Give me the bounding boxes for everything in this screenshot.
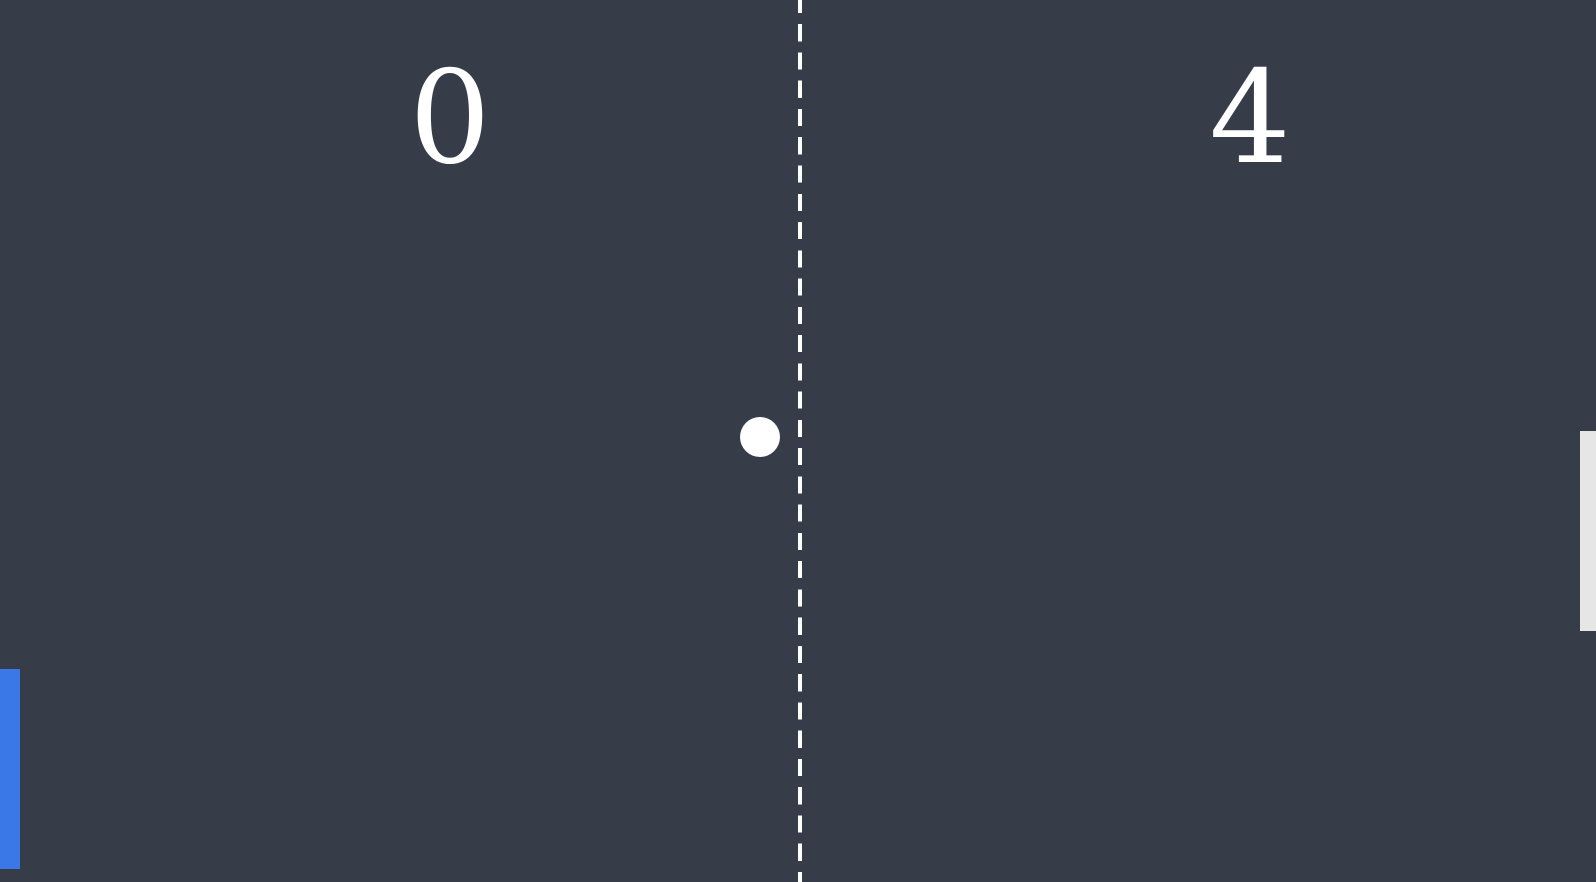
left-paddle[interactable] [0,669,20,869]
right-player-score: 4 [1209,44,1291,193]
center-net [798,0,802,882]
left-player-score: 0 [409,44,491,193]
right-paddle[interactable] [1580,431,1596,631]
ball [740,417,780,457]
